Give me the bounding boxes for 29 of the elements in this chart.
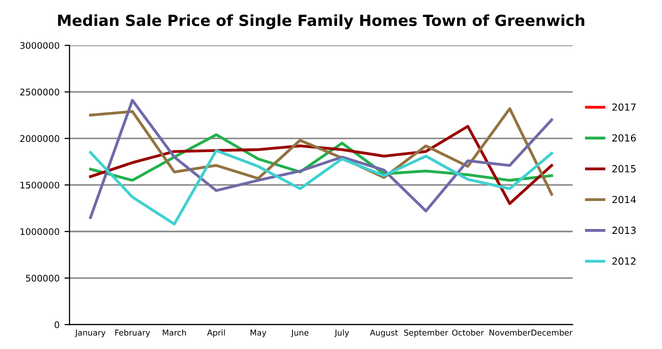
y-tick-label: 500000 <box>26 274 60 282</box>
x-tick-label: August <box>370 330 398 338</box>
legend-label: 2014 <box>612 196 636 204</box>
line-series <box>89 124 554 205</box>
x-tick-label: October <box>452 329 484 336</box>
x-tick-label: December <box>532 329 573 336</box>
x-tick-label: January <box>74 330 106 338</box>
x-tick-label: June <box>290 330 308 338</box>
x-tick-label: May <box>250 330 266 338</box>
legend-label: 2015 <box>612 165 636 172</box>
chart-title: Median Sale Price of Single Family Homes Town of Greenwich <box>58 14 584 30</box>
x-tick-label: September <box>404 329 448 338</box>
y-tick-label: 2500000 <box>20 88 60 96</box>
y-tick-label: 2000000 <box>20 135 60 142</box>
legend-label: 2017 <box>612 103 636 111</box>
legend-label: 2013 <box>612 226 636 234</box>
x-tick-label: April <box>207 329 225 338</box>
legend-label: 2012 <box>612 257 636 265</box>
x-tick-label: July <box>334 329 350 338</box>
x-tick-label: February <box>115 329 150 338</box>
line-series <box>89 98 554 219</box>
y-tick-label: 0 <box>54 321 60 328</box>
x-tick-label: November <box>490 329 531 336</box>
y-tick-label: 1000000 <box>20 228 60 236</box>
line-series <box>89 149 554 226</box>
y-tick-label: 1500000 <box>20 182 60 189</box>
x-tick-label: March <box>162 329 186 336</box>
legend-label: 2016 <box>612 134 636 142</box>
y-tick-label: 3000000 <box>20 42 60 49</box>
